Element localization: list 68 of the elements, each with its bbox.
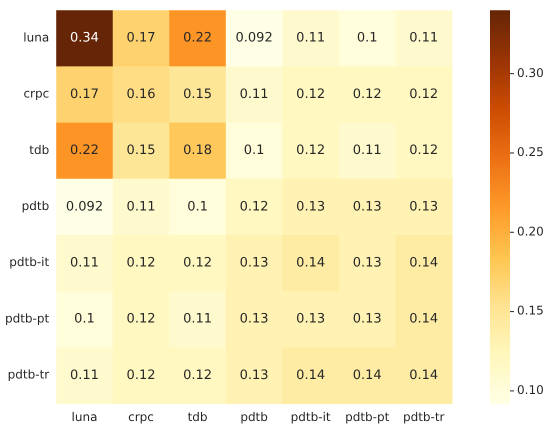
y-tick-label: luna [23, 30, 50, 44]
data-label: 0.12 [126, 312, 156, 327]
x-tick-label: tdb [188, 410, 208, 424]
color-bar-label: 0.20 [517, 224, 544, 238]
data-label: 0.22 [183, 30, 212, 46]
data-label: 0.11 [183, 312, 212, 327]
x-tick-label: pdtb-pt [345, 410, 390, 424]
y-tick-label: pdtb-pt [4, 311, 50, 326]
data-label: 0.14 [296, 255, 326, 270]
data-label: 0.12 [296, 143, 326, 158]
data-label: 0.17 [126, 30, 156, 46]
data-label: 0.12 [409, 86, 438, 102]
data-label: 0.11 [409, 30, 438, 46]
data-label: 0.13 [240, 368, 269, 383]
data-label: 0.13 [240, 312, 269, 327]
data-label: 0.12 [240, 199, 269, 214]
data-label: 0.11 [70, 255, 99, 270]
data-label: 0.17 [70, 86, 99, 102]
data-label: 0.12 [126, 255, 156, 270]
data-label: 0.1 [187, 199, 208, 214]
data-label: 0.12 [352, 86, 382, 102]
data-label: 0.1 [74, 312, 95, 327]
x-tick-label: pdtb-tr [402, 410, 445, 424]
data-label: 0.12 [126, 368, 156, 383]
color-bar-label: 0.30 [517, 66, 544, 80]
data-label: 0.11 [352, 143, 382, 158]
color-bar-label: 0.10 [517, 383, 544, 398]
data-label: 0.11 [240, 86, 269, 102]
data-label: 0.11 [126, 199, 156, 214]
data-label: 0.1 [244, 143, 264, 158]
y-tick-label: crpc [23, 86, 50, 101]
data-label: 0.13 [352, 312, 382, 327]
data-label: 0.14 [409, 312, 438, 327]
data-label: 0.12 [409, 143, 438, 158]
data-label: 0.13 [352, 199, 382, 214]
data-label: 0.12 [183, 255, 212, 270]
data-label: 0.14 [409, 368, 438, 383]
data-label: 0.16 [126, 86, 156, 102]
data-label: 0.11 [70, 368, 99, 383]
y-tick-label: tdb [29, 142, 50, 157]
x-tick-label: crpc [128, 410, 154, 424]
color-bar-label: 0.25 [517, 145, 544, 160]
data-label: 0.18 [183, 143, 212, 158]
data-label: 0.13 [296, 199, 326, 214]
data-label: 0.13 [352, 255, 382, 270]
data-label: 0.15 [183, 86, 212, 102]
y-tick-label: pdtb [22, 199, 50, 214]
data-label: 0.14 [296, 368, 326, 383]
x-tick-label: pdtb-it [290, 410, 331, 424]
color-bar-label: 0.15 [517, 304, 544, 318]
data-label: 0.13 [240, 255, 269, 270]
x-tick-label: luna [72, 410, 98, 424]
data-label: 0.092 [235, 30, 273, 46]
data-label: 0.34 [70, 30, 99, 46]
data-label: 0.13 [409, 199, 438, 214]
y-tick-label: pdtb-it [9, 255, 50, 270]
data-label: 0.12 [183, 368, 212, 383]
data-label: 0.14 [352, 368, 382, 383]
data-label: 0.14 [409, 255, 438, 270]
data-label: 0.1 [356, 30, 378, 46]
data-label: 0.12 [296, 86, 326, 102]
y-tick-label: pdtb-tr [8, 368, 50, 382]
data-label: 0.11 [296, 30, 326, 46]
data-label: 0.13 [296, 312, 326, 327]
x-tick-label: pdtb [240, 410, 268, 424]
data-label: 0.092 [66, 199, 104, 214]
data-label: 0.22 [70, 143, 99, 158]
data-label: 0.15 [126, 143, 156, 158]
